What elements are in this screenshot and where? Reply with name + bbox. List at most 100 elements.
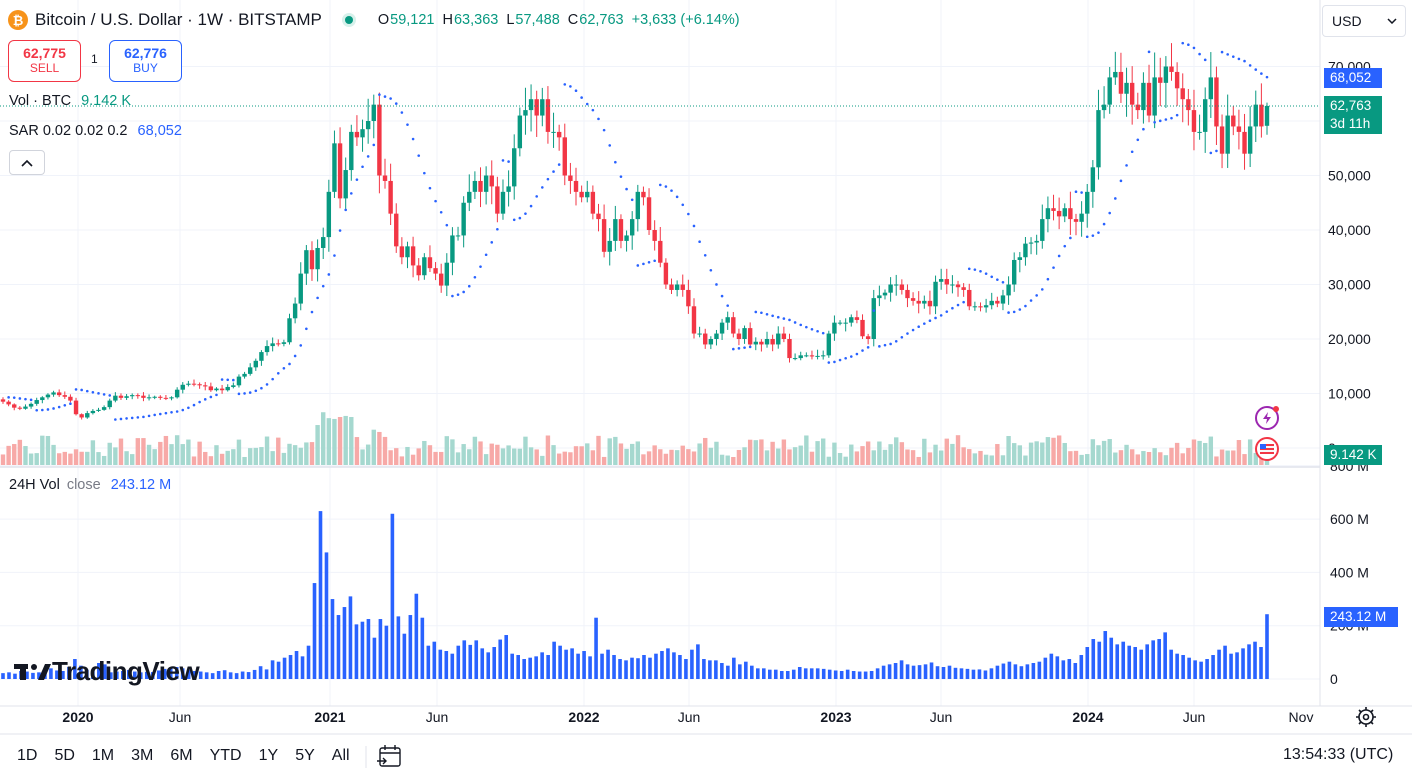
candle-body	[354, 131, 360, 138]
candle-body	[613, 219, 618, 241]
vol24-bar	[1157, 639, 1161, 679]
timeframe-1d[interactable]: 1D	[17, 747, 38, 764]
volume-bar	[680, 445, 685, 465]
sar-dot	[799, 323, 803, 327]
vol24-legend[interactable]: 24H Vol close 243.12 M	[9, 477, 171, 493]
sar-dot	[439, 210, 443, 214]
sar-dot	[861, 349, 864, 352]
vol24-bar	[833, 670, 838, 679]
vol24-bar	[258, 666, 263, 679]
volume-bar	[742, 447, 747, 465]
sar-dot	[1142, 127, 1145, 131]
sar-dot	[310, 310, 314, 314]
timeframe-6m[interactable]: 6M	[170, 747, 193, 764]
vol24-bar	[384, 625, 389, 679]
volume-bar	[382, 436, 388, 465]
vol24-bar	[929, 662, 934, 679]
timeframe-1y[interactable]: 1Y	[258, 747, 279, 764]
volume-bar	[371, 429, 376, 465]
sar-dot	[24, 397, 27, 401]
sell-button[interactable]: 62,775 SELL	[8, 40, 81, 82]
collapse-legend-button[interactable]	[9, 150, 45, 175]
sar-dot	[720, 294, 724, 298]
timeframe-1m[interactable]: 1M	[91, 747, 115, 764]
gear-icon[interactable]	[1356, 707, 1376, 727]
symbol-title[interactable]: Bitcoin / U.S. Dollar · 1W · BITSTAMP	[35, 10, 322, 29]
tradingview-logo[interactable]: TradingView	[14, 656, 200, 687]
volume-bar	[321, 412, 326, 465]
vol24-bar	[61, 671, 65, 679]
goto-date-icon[interactable]	[377, 745, 401, 767]
volume-bar	[590, 450, 596, 465]
volume-bar	[753, 440, 758, 465]
sar-dot	[1220, 50, 1224, 54]
sar-dot	[321, 284, 325, 288]
vol24-bar	[881, 665, 886, 679]
buy-button[interactable]: 62,776 BUY	[109, 40, 182, 82]
sar-dot	[900, 335, 904, 339]
us-flag-icon[interactable]	[1255, 437, 1279, 461]
lightning-icon[interactable]	[1255, 406, 1279, 430]
sar-dot	[546, 177, 550, 181]
volume-legend[interactable]: Vol · BTC 9.142 K	[9, 93, 131, 109]
sar-legend[interactable]: SAR 0.02 0.02 0.2 68,052	[9, 123, 182, 139]
vol24-bar	[510, 653, 514, 679]
volume-bar	[51, 444, 56, 465]
candle-body	[219, 388, 225, 391]
vol24-bar	[13, 673, 17, 679]
timeframe-ytd[interactable]: YTD	[209, 747, 242, 764]
timeframe-5y[interactable]: 5Y	[295, 747, 315, 764]
currency-select[interactable]: USD	[1322, 5, 1406, 37]
vol24-bar	[67, 667, 71, 679]
volume-bar	[528, 447, 534, 465]
volume-bar	[1056, 435, 1062, 465]
sell-label: SELL	[29, 61, 60, 75]
candle-body	[326, 191, 332, 238]
candle-body	[365, 121, 371, 130]
volume-tag: 9.142 K	[1324, 445, 1382, 465]
vol24-bar	[115, 671, 119, 679]
sar-dot	[400, 111, 404, 114]
sar-dot	[990, 275, 994, 279]
sar-dot	[1069, 236, 1072, 240]
timeframe-3m[interactable]: 3M	[131, 747, 154, 764]
time-axis-label: 2021	[314, 709, 345, 725]
timeframe-all[interactable]: All	[331, 747, 350, 764]
candle-body	[590, 191, 596, 214]
utc-clock[interactable]: 13:54:33 (UTC)	[1283, 746, 1394, 763]
time-axis[interactable]: 2020 Jun 2021 Jun 2022 Jun 2023 Jun 2024 Jun Nov	[62, 709, 1313, 725]
time-axis-label: Nov	[1289, 709, 1314, 725]
sar-dot	[445, 223, 449, 227]
candle-body	[764, 339, 770, 345]
volume-bar	[1073, 450, 1079, 465]
candle-body	[691, 306, 697, 334]
sell-price: 62,775	[23, 45, 66, 61]
volume-bar	[315, 425, 320, 465]
symbol-header[interactable]: ₿ Bitcoin / U.S. Dollar · 1W · BITSTAMP …	[8, 8, 748, 32]
sar-dot	[580, 96, 583, 99]
candle-body	[1129, 82, 1135, 105]
buy-label: BUY	[133, 61, 158, 75]
volume-bar	[203, 451, 208, 465]
sar-dot	[344, 208, 347, 212]
volume-bar	[1247, 439, 1253, 465]
vol24-bar	[636, 658, 640, 679]
vol24-bar	[186, 669, 191, 679]
vol24-bar	[1025, 664, 1030, 679]
vol24-bar	[821, 668, 826, 679]
candle-body	[680, 284, 685, 290]
candle-body	[1090, 167, 1096, 192]
candle-body	[888, 284, 893, 293]
candle-body	[214, 388, 219, 391]
candle-body	[983, 305, 989, 308]
vol24-tag: 243.12 M	[1324, 607, 1398, 627]
candle-body	[832, 322, 837, 334]
vol24-bar	[642, 655, 646, 679]
timeframe-5d[interactable]: 5D	[54, 747, 75, 764]
vol24-bar	[336, 615, 341, 679]
candle-body	[517, 115, 523, 149]
sar-dot	[1018, 308, 1022, 311]
sar-dot	[271, 377, 274, 381]
